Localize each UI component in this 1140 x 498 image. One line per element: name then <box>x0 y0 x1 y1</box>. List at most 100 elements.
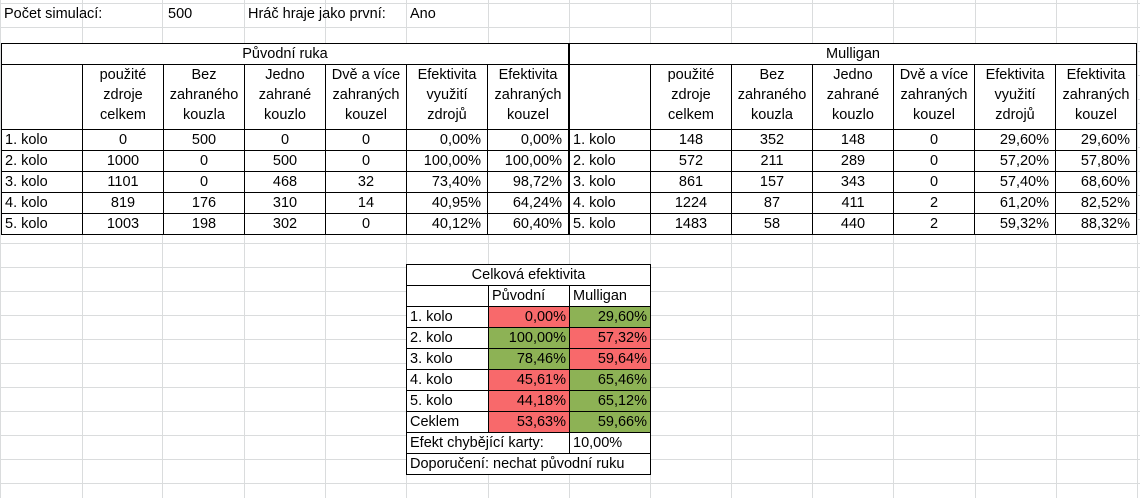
original-col-header[interactable]: Bez zahraného kouzla <box>163 64 245 130</box>
table-cell[interactable]: 211 <box>731 150 813 172</box>
row-label[interactable]: 4. kolo <box>569 192 651 214</box>
player-first-label[interactable]: Hráč hraje jako první: <box>248 6 386 22</box>
row-label[interactable]: 5. kolo <box>569 213 651 235</box>
table-cell[interactable]: 14 <box>325 192 407 214</box>
table-cell[interactable]: 0 <box>163 150 245 172</box>
table-cell[interactable]: 440 <box>812 213 894 235</box>
row-label[interactable]: 3. kolo <box>569 171 651 193</box>
mulligan-col-header[interactable]: Efektivita využití zdrojů <box>974 64 1056 130</box>
table-cell[interactable]: 289 <box>812 150 894 172</box>
table-cell[interactable]: 148 <box>812 129 894 151</box>
table-cell[interactable]: 176 <box>163 192 245 214</box>
table-cell[interactable]: 40,12% <box>406 213 488 235</box>
original-hand-title[interactable]: Původní ruka <box>1 43 569 65</box>
mulligan-col-header[interactable]: Efektivita zahraných kouzel <box>1055 64 1137 130</box>
row-label[interactable]: 4. kolo <box>1 192 83 214</box>
table-cell[interactable]: 468 <box>244 171 326 193</box>
table-cell[interactable]: 310 <box>244 192 326 214</box>
table-cell[interactable]: 343 <box>812 171 894 193</box>
table-cell[interactable]: 1483 <box>650 213 732 235</box>
table-cell[interactable]: 0 <box>325 150 407 172</box>
simulation-count-label[interactable]: Počet simulací: <box>4 6 103 22</box>
summary-original-value[interactable]: 100,00% <box>488 327 570 349</box>
table-cell[interactable]: 861 <box>650 171 732 193</box>
summary-mulligan-value[interactable]: 59,64% <box>569 348 651 370</box>
table-cell[interactable]: 352 <box>731 129 813 151</box>
summary-mulligan-value[interactable]: 59,66% <box>569 411 651 433</box>
original-col-header[interactable]: Dvě a více zahraných kouzel <box>325 64 407 130</box>
table-cell[interactable]: 40,95% <box>406 192 488 214</box>
table-cell[interactable]: 88,32% <box>1055 213 1137 235</box>
missing-card-label[interactable]: Efekt chybějící karty: <box>406 432 570 454</box>
table-cell[interactable]: 68,60% <box>1055 171 1137 193</box>
mulligan-col-header[interactable]: Jedno zahrané kouzlo <box>812 64 894 130</box>
summary-original-value[interactable]: 44,18% <box>488 390 570 412</box>
mulligan-col-header[interactable]: Bez zahraného kouzla <box>731 64 813 130</box>
table-cell[interactable]: 1101 <box>82 171 164 193</box>
table-cell[interactable]: 500 <box>163 129 245 151</box>
table-cell[interactable]: 29,60% <box>974 129 1056 151</box>
table-cell[interactable]: 0 <box>893 129 975 151</box>
table-cell[interactable]: 82,52% <box>1055 192 1137 214</box>
table-cell[interactable]: 0 <box>325 213 407 235</box>
summary-title[interactable]: Celková efektivita <box>406 264 651 286</box>
table-cell[interactable]: 0,00% <box>406 129 488 151</box>
row-label[interactable]: 3. kolo <box>1 171 83 193</box>
table-cell[interactable]: 411 <box>812 192 894 214</box>
summary-mulligan-value[interactable]: 57,32% <box>569 327 651 349</box>
summary-original-value[interactable]: 45,61% <box>488 369 570 391</box>
summary-row-label[interactable]: 1. kolo <box>406 306 489 328</box>
table-cell[interactable]: 0 <box>893 150 975 172</box>
table-cell[interactable]: 157 <box>731 171 813 193</box>
table-cell[interactable]: 0 <box>82 129 164 151</box>
summary-original-value[interactable]: 78,46% <box>488 348 570 370</box>
summary-row-label[interactable]: Ceklem <box>406 411 489 433</box>
table-cell[interactable]: 572 <box>650 150 732 172</box>
table-cell[interactable]: 73,40% <box>406 171 488 193</box>
row-label[interactable]: 2. kolo <box>569 150 651 172</box>
table-cell[interactable]: 61,20% <box>974 192 1056 214</box>
summary-row-label[interactable]: 5. kolo <box>406 390 489 412</box>
original-col-header[interactable]: Efektivita využití zdrojů <box>406 64 488 130</box>
table-cell[interactable]: 57,40% <box>974 171 1056 193</box>
table-cell[interactable]: 57,20% <box>974 150 1056 172</box>
table-cell[interactable]: 819 <box>82 192 164 214</box>
row-label[interactable]: 1. kolo <box>1 129 83 151</box>
table-cell[interactable]: 2 <box>893 213 975 235</box>
table-cell[interactable]: 60,40% <box>487 213 569 235</box>
table-cell[interactable]: 0 <box>325 129 407 151</box>
summary-row-label[interactable]: 3. kolo <box>406 348 489 370</box>
table-cell[interactable]: 2 <box>893 192 975 214</box>
summary-row-label[interactable]: 2. kolo <box>406 327 489 349</box>
player-first-value[interactable]: Ano <box>410 6 436 22</box>
table-cell[interactable]: 98,72% <box>487 171 569 193</box>
table-cell[interactable]: 198 <box>163 213 245 235</box>
simulation-count-value[interactable]: 500 <box>168 6 193 22</box>
summary-original-value[interactable]: 53,63% <box>488 411 570 433</box>
mulligan-header-corner[interactable] <box>569 64 651 130</box>
table-cell[interactable]: 87 <box>731 192 813 214</box>
table-cell[interactable]: 0,00% <box>487 129 569 151</box>
table-cell[interactable]: 1000 <box>82 150 164 172</box>
table-cell[interactable]: 1003 <box>82 213 164 235</box>
table-cell[interactable]: 59,32% <box>974 213 1056 235</box>
summary-mulligan-value[interactable]: 65,12% <box>569 390 651 412</box>
original-header-corner[interactable] <box>1 64 83 130</box>
table-cell[interactable]: 302 <box>244 213 326 235</box>
mulligan-col-header[interactable]: Dvě a více zahraných kouzel <box>893 64 975 130</box>
table-cell[interactable]: 100,00% <box>487 150 569 172</box>
table-cell[interactable]: 100,00% <box>406 150 488 172</box>
table-cell[interactable]: 1224 <box>650 192 732 214</box>
table-cell[interactable]: 57,80% <box>1055 150 1137 172</box>
table-cell[interactable]: 64,24% <box>487 192 569 214</box>
recommendation-text[interactable]: Doporučení: nechat původní ruku <box>406 453 651 475</box>
summary-mulligan-value[interactable]: 65,46% <box>569 369 651 391</box>
summary-col-original[interactable]: Původní <box>488 285 570 307</box>
summary-original-value[interactable]: 0,00% <box>488 306 570 328</box>
summary-row-label[interactable]: 4. kolo <box>406 369 489 391</box>
table-cell[interactable]: 29,60% <box>1055 129 1137 151</box>
summary-mulligan-value[interactable]: 29,60% <box>569 306 651 328</box>
summary-corner-cell[interactable] <box>406 285 489 307</box>
table-cell[interactable]: 58 <box>731 213 813 235</box>
table-cell[interactable]: 500 <box>244 150 326 172</box>
